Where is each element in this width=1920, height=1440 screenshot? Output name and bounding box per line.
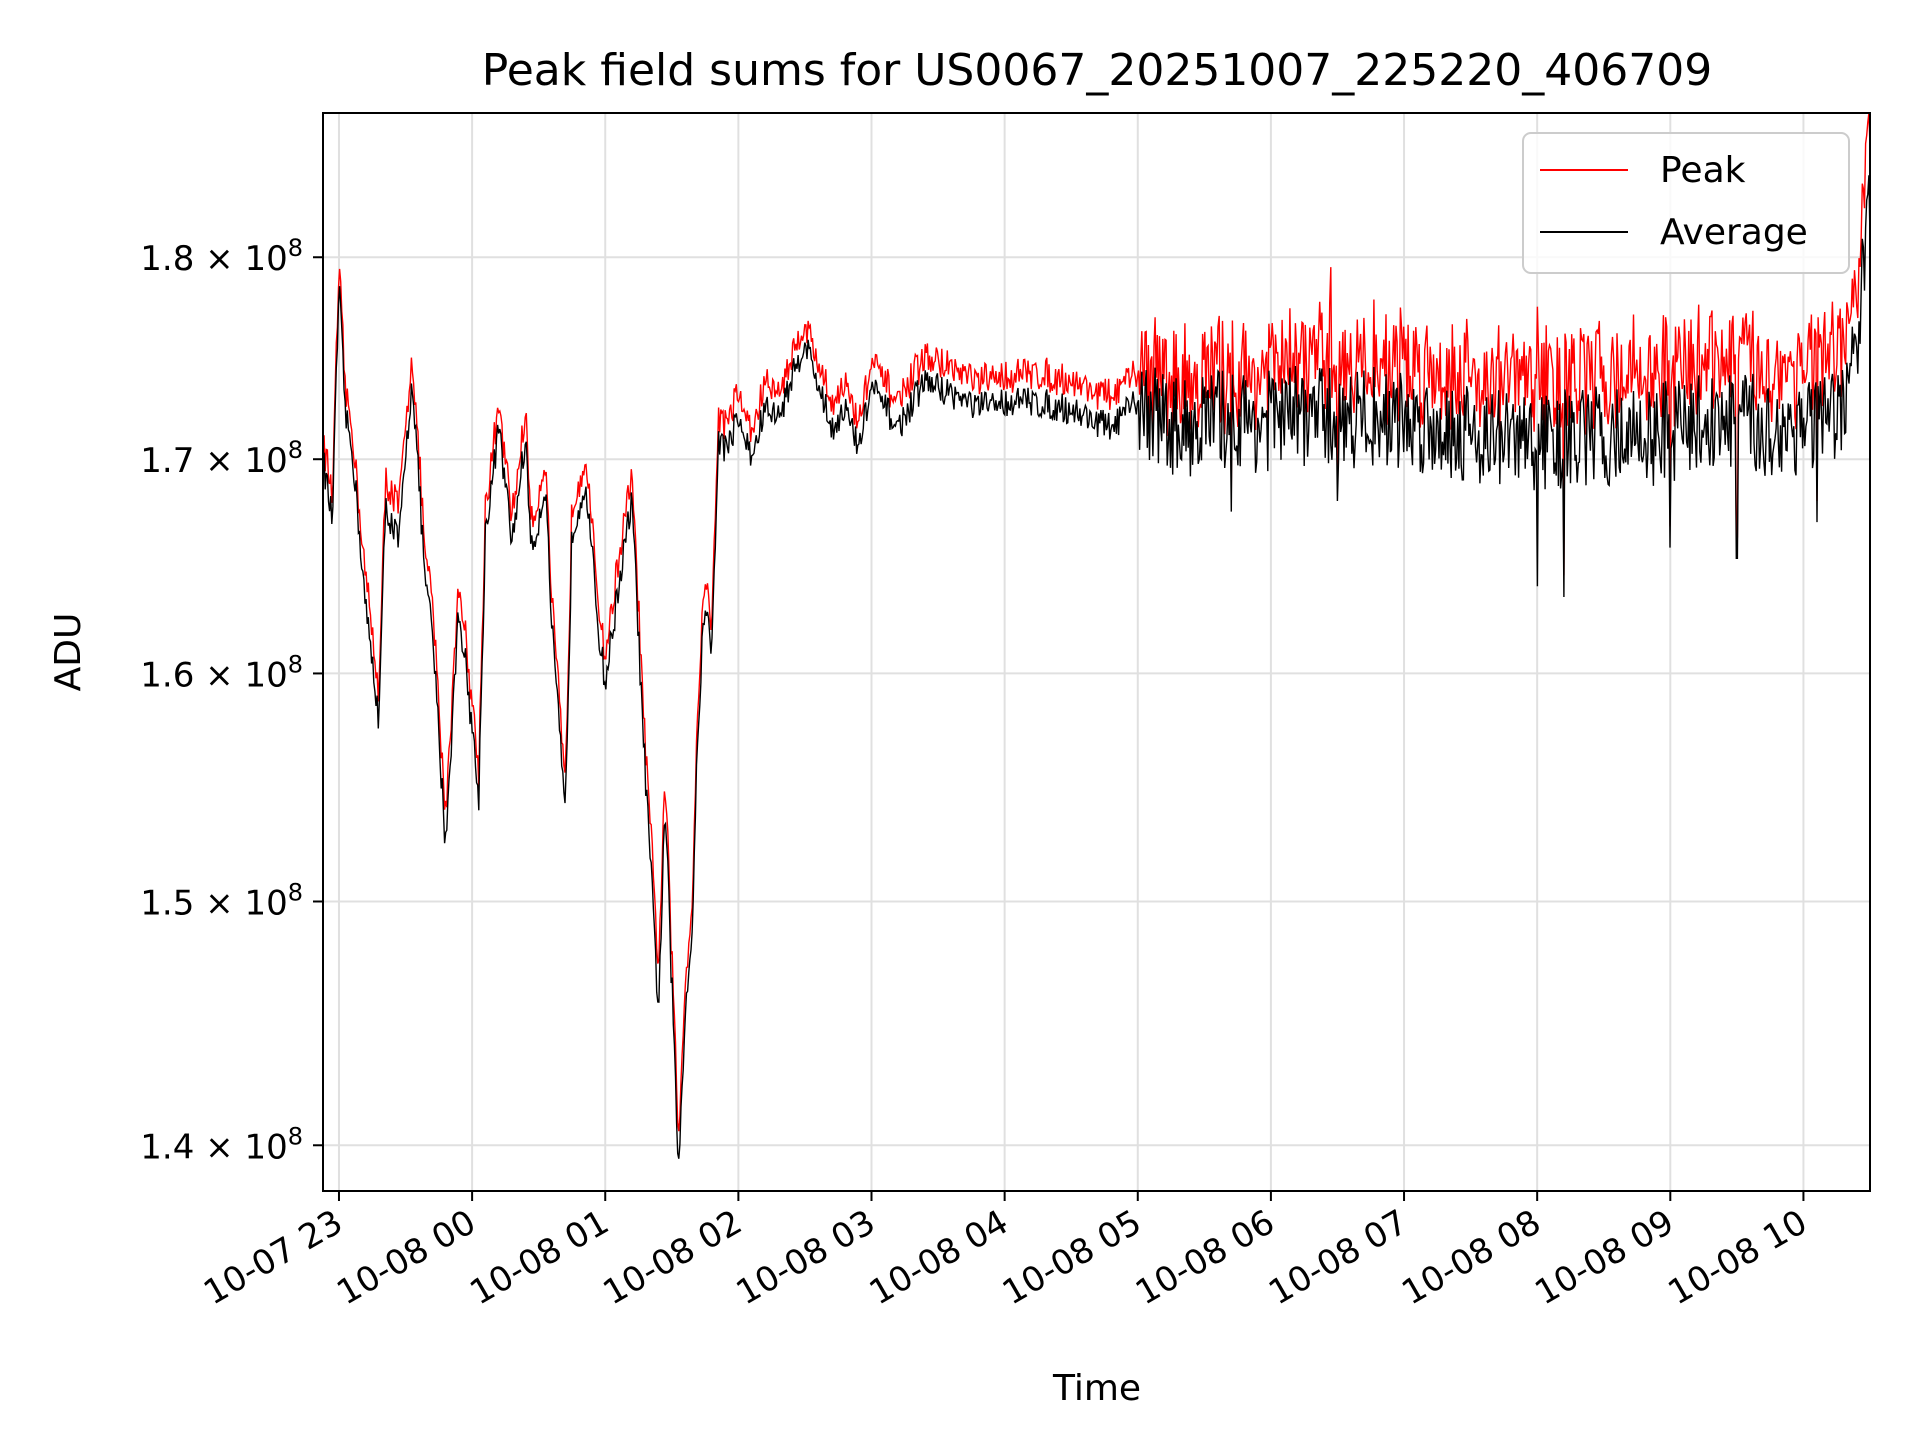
- y-tick-label: 1.8 × 108: [140, 234, 303, 279]
- y-axis: 1.4 × 108 1.5 × 108 1.6 × 108 1.7 × 108 1.8 …: [140, 234, 323, 1167]
- legend: Peak Average: [1522, 132, 1850, 274]
- y-tick-label: 1.7 × 108: [140, 436, 303, 481]
- y-tick-label: 1.5 × 108: [140, 878, 303, 923]
- peak-series-line: [322, 112, 1871, 1132]
- plot-frame: [322, 112, 1871, 1192]
- average-series-line: [322, 175, 1871, 1159]
- legend-box: [1522, 132, 1850, 274]
- legend-peak-label: Peak: [1660, 150, 1746, 191]
- x-axis-label: Time: [1052, 1368, 1141, 1409]
- grid: [323, 113, 1870, 1191]
- legend-average-label: Average: [1660, 212, 1808, 253]
- y-tick-label: 1.6 × 108: [140, 650, 303, 695]
- series-layer: [322, 112, 1871, 1159]
- y-axis-label: ADU: [48, 613, 89, 692]
- chart-title: Peak field sums for US0067_20251007_2252…: [482, 45, 1712, 96]
- y-tick-label: 1.4 × 108: [140, 1122, 303, 1167]
